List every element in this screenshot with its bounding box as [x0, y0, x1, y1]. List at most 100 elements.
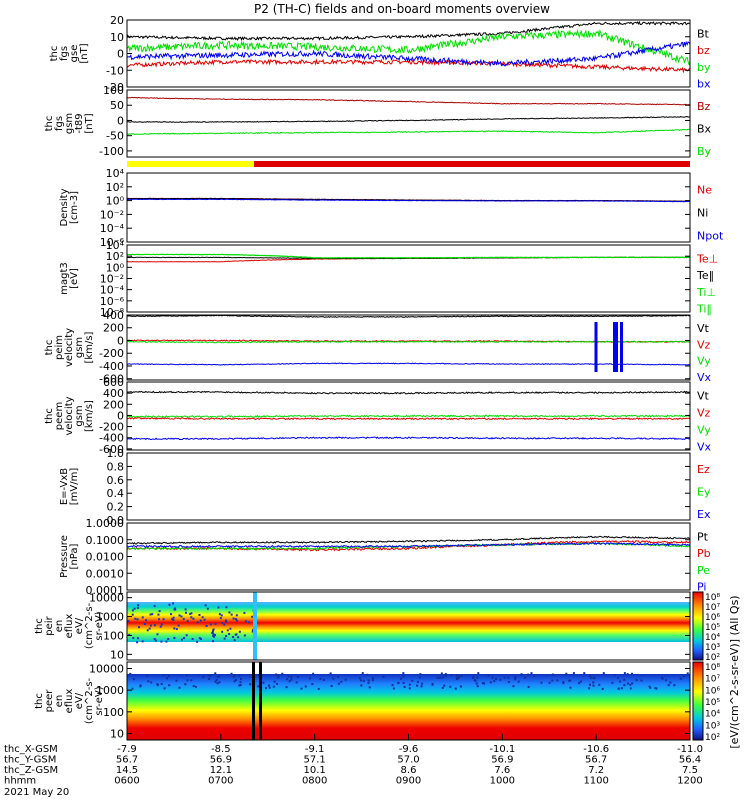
- peir-speckle: [251, 630, 254, 633]
- ytick-label: -200: [99, 421, 124, 434]
- peer-speckle: [272, 685, 275, 688]
- xaxis-value: 0600: [114, 776, 139, 787]
- peir-speckle: [144, 619, 147, 622]
- peer-speckle: [476, 685, 479, 688]
- series-Vx-p4: [127, 362, 691, 366]
- peir-speckle: [158, 609, 161, 612]
- peir-speckle: [198, 614, 201, 617]
- peer-speckle: [150, 681, 153, 684]
- peir-speckle: [230, 613, 233, 616]
- peir-speckle: [224, 620, 227, 623]
- peer-speckle: [619, 680, 622, 683]
- ylabel-t89: thc: [44, 116, 55, 132]
- peer-speckle: [617, 687, 620, 690]
- ylabel-peem: peem: [54, 402, 65, 430]
- peer-speckle: [139, 685, 142, 688]
- ylabel-peer: (cm^2-s-: [84, 677, 95, 724]
- peir-speckle: [206, 607, 209, 610]
- peer-speckle: [626, 682, 629, 685]
- ylabel-peim: gsm: [74, 337, 85, 358]
- peer-speckle: [402, 681, 405, 684]
- peer-speckle: [431, 683, 434, 686]
- panel-frame-peim: [126, 314, 691, 381]
- peer-speckle: [491, 676, 494, 679]
- peir-speckle: [214, 622, 217, 625]
- ytick-label: -600: [99, 373, 124, 386]
- colorbar-tick: 10⁸: [705, 593, 720, 603]
- legend-density: Ne: [697, 184, 712, 197]
- legend-peim: Vx: [697, 371, 712, 384]
- peer-speckle: [572, 672, 575, 675]
- peer-speckle: [287, 675, 290, 678]
- ylabel-peir: peir: [44, 615, 55, 635]
- peer-speckle: [592, 684, 595, 687]
- ytick-label: 0.0010: [86, 567, 125, 580]
- peer-speckle: [257, 674, 260, 677]
- peir-speckle: [132, 636, 135, 639]
- peer-speckle: [551, 679, 554, 682]
- peer-speckle: [232, 675, 235, 678]
- ytick-label: 10⁻⁴: [100, 222, 125, 235]
- peer-speckle: [163, 687, 166, 690]
- peer-speckle: [565, 672, 568, 675]
- peir-speckle: [137, 626, 140, 629]
- legend-t89: Bz: [697, 100, 711, 113]
- ylabel-peer: eV/: [74, 692, 85, 709]
- peer-speckle: [436, 676, 439, 679]
- peir-speckle: [220, 614, 223, 617]
- ytick-label: 10⁻⁴: [100, 284, 125, 297]
- ytick-label: -20: [106, 81, 124, 94]
- xaxis-value: 56.9: [210, 755, 232, 766]
- xaxis-value: 7.6: [494, 765, 510, 776]
- ytick-label: 1.0000: [86, 517, 125, 530]
- xaxis-value: 56.4: [679, 755, 701, 766]
- peer-speckle: [472, 676, 475, 679]
- peir-speckle: [146, 629, 149, 632]
- peer-speckle: [238, 674, 241, 677]
- ytick-label: 0.0100: [86, 551, 125, 564]
- series-Bz-p1: [126, 96, 691, 106]
- peer-speckle: [367, 679, 370, 682]
- figure-title: P2 (TH-C) fields and on-board moments ov…: [254, 2, 550, 16]
- peer-speckle: [630, 672, 633, 675]
- peer-speckle: [290, 678, 293, 681]
- peir-speckle: [167, 637, 170, 640]
- ylabel-fgs: [nT]: [79, 43, 90, 63]
- peer-speckle: [285, 686, 288, 689]
- peer-speckle: [217, 675, 220, 678]
- xaxis-value: -7.9: [117, 744, 137, 755]
- colorbar-tick: 10⁷: [705, 675, 720, 685]
- ylabel-fgs: thc: [49, 46, 60, 62]
- ylabel-peir: thc: [34, 618, 45, 634]
- peir-speckle: [180, 615, 183, 618]
- peer-speckle: [455, 674, 458, 677]
- peer-speckle: [473, 678, 476, 681]
- ylabel-peir: sr-eV): [94, 611, 105, 640]
- peir-speckle: [238, 630, 241, 633]
- ylabel-peim: velocity: [64, 328, 75, 367]
- peer-speckle: [402, 675, 405, 678]
- series-Npot-p2: [126, 198, 691, 203]
- ylabel-peer: en: [54, 695, 65, 708]
- peir-speckle: [205, 624, 208, 627]
- peer-speckle: [216, 682, 219, 685]
- peer-speckle: [623, 678, 626, 681]
- colorbar-label: [eV/(cm^2-s-sr-eV)] (All Qs): [728, 595, 741, 748]
- ytick-label: 10⁻⁶: [100, 236, 125, 249]
- peer-speckle: [640, 679, 643, 682]
- series-By-p1: [126, 128, 691, 135]
- peer-speckle: [239, 684, 242, 687]
- peer-speckle: [629, 683, 632, 686]
- ylabel-efield: [mV/m]: [69, 468, 80, 506]
- peer-speckle: [649, 686, 652, 689]
- peer-speckle: [162, 674, 165, 677]
- xaxis-value: 56.7: [585, 755, 607, 766]
- xaxis-row-label: thc_X-GSM: [4, 744, 58, 755]
- legend-fgs: bx: [697, 78, 711, 91]
- colorbar-tick: 10³: [705, 721, 720, 731]
- peer-speckle: [340, 680, 343, 683]
- xaxis-value: 56.7: [116, 755, 138, 766]
- panel-frame-peem: [126, 381, 691, 451]
- peir-speckle: [201, 616, 204, 619]
- peir-speckle: [199, 619, 202, 622]
